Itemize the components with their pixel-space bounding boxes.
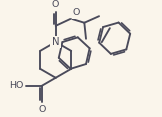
Text: O: O bbox=[52, 0, 59, 9]
Text: O: O bbox=[38, 105, 45, 114]
Text: HO: HO bbox=[9, 81, 24, 90]
Text: O: O bbox=[73, 8, 80, 17]
Text: N: N bbox=[52, 37, 59, 47]
